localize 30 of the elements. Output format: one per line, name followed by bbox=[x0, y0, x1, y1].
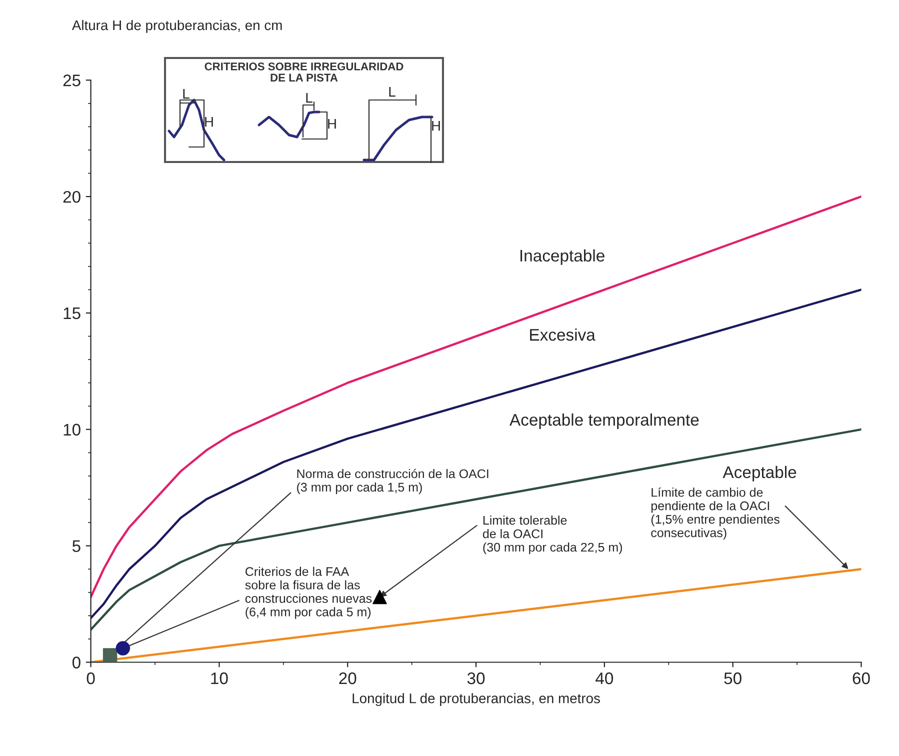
y-axis-title: Altura H de protuberancias, en cm bbox=[72, 20, 282, 33]
annotation: Aceptable bbox=[722, 466, 796, 482]
y-tick-label: 15 bbox=[64, 308, 80, 320]
annotation: L bbox=[389, 87, 396, 97]
y-tick-label: 10 bbox=[64, 424, 80, 436]
x-tick-label: 0 bbox=[86, 672, 95, 684]
annotation: Límite de cambio de pendiente de la OACI (1,5% entre pendientes consecutivas) bbox=[651, 487, 780, 540]
annotation: CRITERIOS SOBRE IRREGULARIDAD DE LA PISTA bbox=[204, 62, 404, 82]
annotation: Limite tolerable de la OACI (30 mm por cada 22,5 m) bbox=[482, 516, 622, 554]
annotation: H bbox=[205, 117, 213, 127]
y-tick-label: 0 bbox=[72, 656, 80, 668]
annotation: Criterios de la FAA sobre la fisura de las construcciones nuevas (6,4 mm por cada 5 m) bbox=[245, 566, 372, 619]
annotation: H bbox=[328, 119, 336, 129]
annotation: Norma de construcción de la OACI (3 mm por cada 1,5 m) bbox=[297, 468, 488, 494]
y-tick-label: 20 bbox=[63, 190, 80, 203]
x-axis-title: Longitud L de protuberancias, en metros bbox=[352, 693, 600, 706]
x-tick-label: 50 bbox=[724, 672, 742, 684]
x-tick-label: 30 bbox=[467, 672, 485, 684]
x-tick-label: 20 bbox=[339, 672, 356, 684]
annotation: Aceptable temporalmente bbox=[510, 413, 699, 430]
annotation: Excesiva bbox=[530, 328, 596, 341]
x-tick-label: 40 bbox=[596, 672, 614, 684]
annotation: L bbox=[306, 93, 312, 103]
x-tick-label: 60 bbox=[852, 672, 870, 684]
annotation: L bbox=[183, 89, 190, 99]
y-tick-label: 5 bbox=[72, 540, 80, 552]
y-tick-label: 25 bbox=[63, 74, 80, 86]
annotation: H bbox=[432, 121, 440, 131]
x-tick-label: 10 bbox=[211, 672, 228, 684]
annotation: Inaceptable bbox=[520, 249, 604, 265]
